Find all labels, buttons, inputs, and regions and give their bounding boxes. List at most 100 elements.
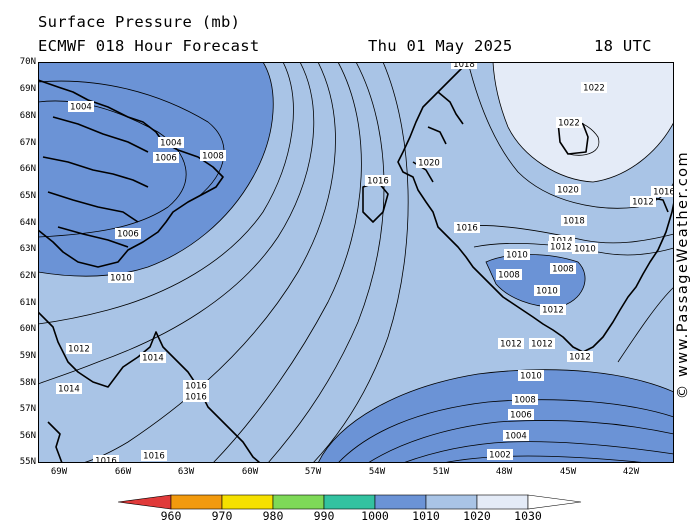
- low-pressure-south: [318, 369, 674, 463]
- svg-text:1006: 1006: [510, 411, 532, 421]
- lat-label: 56N: [19, 431, 36, 441]
- isobar-label: 1008: [512, 394, 538, 406]
- isobar-label: 1012: [540, 304, 566, 316]
- isobar-label: 1016: [365, 175, 391, 187]
- svg-text:1022: 1022: [583, 84, 605, 94]
- greenland-coast: [397, 62, 674, 353]
- isobar-label: 1008: [200, 150, 226, 162]
- lon-label: 45W: [559, 467, 577, 477]
- lat-label: 59N: [19, 351, 36, 361]
- legend-tick: 960: [160, 509, 182, 523]
- lon-label: 51W: [432, 467, 450, 477]
- legend-swatch: [323, 494, 376, 510]
- isobar-label: 1006: [153, 152, 179, 164]
- svg-text:1016: 1016: [367, 177, 389, 187]
- lat-label: 62N: [19, 271, 36, 281]
- lat-label: 68N: [19, 111, 36, 121]
- svg-text:1018: 1018: [563, 217, 585, 227]
- legend-swatch: [170, 494, 223, 510]
- isobar-label: 1016: [93, 455, 119, 463]
- lat-label: 65N: [19, 191, 36, 201]
- credit-watermark: © www.PassageWeather.com: [675, 150, 691, 400]
- legend-tick: 1030: [514, 509, 542, 523]
- legend-tick: 1020: [463, 509, 491, 523]
- svg-text:1018: 1018: [453, 62, 475, 70]
- legend-swatch: [425, 494, 478, 510]
- lat-label: 67N: [19, 138, 36, 148]
- isobar-label: 1014: [140, 352, 166, 364]
- svg-text:1004: 1004: [70, 103, 92, 113]
- lon-label: 63W: [177, 467, 195, 477]
- svg-text:1016: 1016: [143, 452, 165, 462]
- svg-text:1016: 1016: [95, 457, 117, 464]
- isobar-label: 1012: [498, 338, 524, 350]
- forecast-time: 18 UTC: [594, 37, 652, 55]
- svg-text:1012: 1012: [550, 243, 572, 253]
- isobar-label: 1010: [504, 249, 530, 261]
- legend-swatch: [118, 494, 172, 510]
- isobar-label: 1016: [141, 450, 167, 462]
- svg-text:1010: 1010: [506, 251, 528, 261]
- isobar-label: 1008: [496, 269, 522, 281]
- baffin-coast: [38, 79, 224, 268]
- svg-text:1020: 1020: [418, 159, 440, 169]
- svg-text:1010: 1010: [110, 274, 132, 284]
- lon-label: 60W: [241, 467, 259, 477]
- legend-swatch: [476, 494, 529, 510]
- isobar-label: 1010: [518, 370, 544, 382]
- isobar-label: 1012: [548, 241, 574, 253]
- isobar-label: 1016: [651, 186, 674, 198]
- legend-swatch: [374, 494, 427, 510]
- isobar-label: 1018: [451, 62, 477, 70]
- isobar-label: 1022: [581, 82, 607, 94]
- isobar-label: 1020: [555, 184, 581, 196]
- svg-text:1012: 1012: [569, 353, 591, 363]
- isobar-label: 1012: [66, 343, 92, 355]
- legend-swatch: [527, 494, 582, 510]
- labrador-coast: [38, 311, 261, 463]
- isobar-label: 1020: [416, 157, 442, 169]
- lat-label: 63N: [19, 244, 36, 254]
- pressure-map: 1004 1004 1006 1008 1006 1010 1012 1014 …: [38, 62, 674, 463]
- low-pressure-nw: [38, 62, 274, 277]
- svg-text:1008: 1008: [552, 265, 574, 275]
- isobar-label: 1012: [630, 196, 656, 208]
- lat-label: 57N: [19, 404, 36, 414]
- legend-tick: 1000: [361, 509, 389, 523]
- isobar-label: 1006: [115, 228, 141, 240]
- isobar-label: 1016: [183, 380, 209, 392]
- isobar-label: 1004: [68, 101, 94, 113]
- svg-text:1008: 1008: [202, 152, 224, 162]
- isobar-labels: 1004 1004 1006 1008 1006 1010 1012 1014 …: [56, 62, 674, 463]
- svg-text:1004: 1004: [160, 139, 182, 149]
- svg-text:1006: 1006: [155, 154, 177, 164]
- model-label: ECMWF 018 Hour Forecast: [38, 37, 260, 55]
- legend-tick: 1010: [412, 509, 440, 523]
- lat-label: 66N: [19, 164, 36, 174]
- lon-label: 54W: [368, 467, 386, 477]
- svg-text:1010: 1010: [536, 287, 558, 297]
- lon-label: 57W: [304, 467, 322, 477]
- isobar-label: 1016: [183, 391, 209, 403]
- svg-text:1004: 1004: [505, 432, 527, 442]
- isobar-label: 1022: [556, 117, 582, 129]
- high-pressure-ne: [493, 62, 674, 182]
- svg-text:1012: 1012: [68, 345, 90, 355]
- legend-tick: 990: [313, 509, 335, 523]
- map-title: Surface Pressure (mb): [38, 13, 241, 31]
- isobar-label: 1018: [561, 215, 587, 227]
- isobar-label: 1002: [487, 449, 513, 461]
- pressure-legend: [118, 494, 582, 510]
- forecast-date: Thu 01 May 2025: [368, 37, 513, 55]
- legend-tick: 980: [262, 509, 284, 523]
- isobar-label: 1016: [454, 222, 480, 234]
- isobar-label: 1008: [550, 263, 576, 275]
- isobar-label: 1012: [529, 338, 555, 350]
- legend-swatch: [272, 494, 325, 510]
- isobar-label: 1004: [503, 430, 529, 442]
- svg-text:1014: 1014: [142, 354, 164, 364]
- lon-label: 48W: [495, 467, 513, 477]
- lon-label: 69W: [50, 467, 68, 477]
- svg-text:1008: 1008: [514, 396, 536, 406]
- svg-text:1012: 1012: [632, 198, 654, 208]
